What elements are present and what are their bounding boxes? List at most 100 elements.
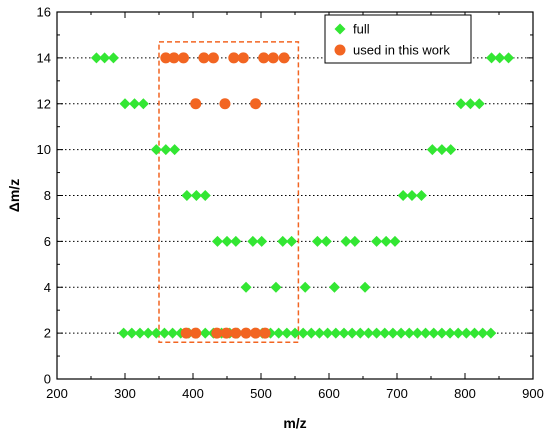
- data-point: [486, 52, 498, 64]
- data-point: [503, 52, 515, 64]
- data-point: [190, 327, 202, 339]
- data-point: [349, 235, 361, 247]
- data-point: [180, 327, 192, 339]
- series-0: [90, 52, 515, 339]
- y-tick-label: 12: [37, 96, 51, 111]
- y-axis-title: Δm/z: [6, 179, 22, 212]
- legend-marker: [334, 44, 346, 56]
- data-point: [277, 235, 289, 247]
- x-tick-label: 600: [318, 386, 340, 401]
- data-point: [346, 327, 358, 339]
- data-point: [297, 327, 309, 339]
- y-tick-label: 10: [37, 142, 51, 157]
- data-point: [267, 52, 279, 64]
- data-point: [270, 281, 282, 293]
- data-point: [107, 52, 119, 64]
- data-point: [278, 52, 290, 64]
- data-point: [247, 235, 259, 247]
- data-point: [230, 327, 242, 339]
- data-point: [289, 327, 301, 339]
- data-point: [230, 235, 242, 247]
- data-point: [330, 327, 342, 339]
- data-point: [395, 327, 407, 339]
- x-tick-label: 300: [114, 386, 136, 401]
- x-tick-label: 900: [522, 386, 544, 401]
- data-point: [397, 190, 409, 201]
- legend-marker: [334, 23, 346, 35]
- data-point: [354, 327, 366, 339]
- data-point: [250, 327, 262, 339]
- data-point: [160, 52, 172, 64]
- data-point: [240, 327, 252, 339]
- data-point: [228, 52, 240, 64]
- data-point: [452, 327, 464, 339]
- data-point: [207, 52, 219, 64]
- data-point: [90, 52, 102, 64]
- data-point: [494, 52, 506, 64]
- data-point: [436, 327, 448, 339]
- data-point: [311, 235, 323, 247]
- data-point: [411, 327, 423, 339]
- data-point: [379, 327, 391, 339]
- data-point: [190, 98, 202, 110]
- data-point: [198, 52, 210, 64]
- x-tick-label: 400: [182, 386, 204, 401]
- legend: full used in this work: [324, 14, 472, 64]
- data-point: [177, 52, 189, 64]
- x-axis-title: m/z: [283, 415, 306, 431]
- x-tick-label: 700: [386, 386, 408, 401]
- data-point: [219, 98, 231, 110]
- data-point: [199, 190, 211, 201]
- data-point: [485, 327, 497, 339]
- data-point: [134, 327, 146, 339]
- data-point: [313, 327, 325, 339]
- data-point: [473, 98, 485, 110]
- data-point: [389, 235, 401, 247]
- data-point: [436, 144, 448, 156]
- data-point: [126, 327, 138, 339]
- data-point: [118, 327, 130, 339]
- data-point: [167, 327, 179, 339]
- data-point: [403, 327, 415, 339]
- data-point: [322, 327, 334, 339]
- y-tick-label: 2: [44, 326, 51, 341]
- y-tick-label: 16: [37, 5, 51, 20]
- data-point: [158, 327, 170, 339]
- data-point: [150, 327, 162, 339]
- y-tick-label: 6: [44, 234, 51, 249]
- data-point: [220, 327, 232, 339]
- data-point: [160, 144, 172, 156]
- data-point: [169, 144, 181, 156]
- data-point: [305, 327, 317, 339]
- data-point: [371, 327, 383, 339]
- data-point: [273, 327, 285, 339]
- data-point: [340, 235, 352, 247]
- data-point: [444, 327, 456, 339]
- data-point: [415, 190, 427, 201]
- data-point: [150, 144, 162, 156]
- data-point: [190, 190, 202, 201]
- data-point: [199, 327, 211, 339]
- highlight-box-group: [158, 41, 300, 344]
- data-point: [168, 52, 180, 64]
- legend-box: [324, 14, 472, 64]
- y-tick-label: 8: [44, 188, 51, 203]
- data-point: [181, 190, 193, 201]
- axis-ticks: [56, 11, 534, 380]
- data-point: [338, 327, 350, 339]
- data-point: [469, 327, 481, 339]
- data-point: [464, 98, 476, 110]
- y-tick-label: 14: [37, 50, 51, 65]
- data-point: [221, 235, 233, 247]
- data-point: [328, 281, 340, 293]
- data-point: [99, 52, 111, 64]
- data-point: [119, 98, 131, 110]
- legend-label: used in this work: [353, 43, 450, 58]
- data-point: [362, 327, 374, 339]
- data-point: [259, 327, 271, 339]
- legend-label: full: [353, 22, 370, 37]
- data-point: [428, 327, 440, 339]
- data-point: [359, 281, 371, 293]
- data-point: [211, 235, 223, 247]
